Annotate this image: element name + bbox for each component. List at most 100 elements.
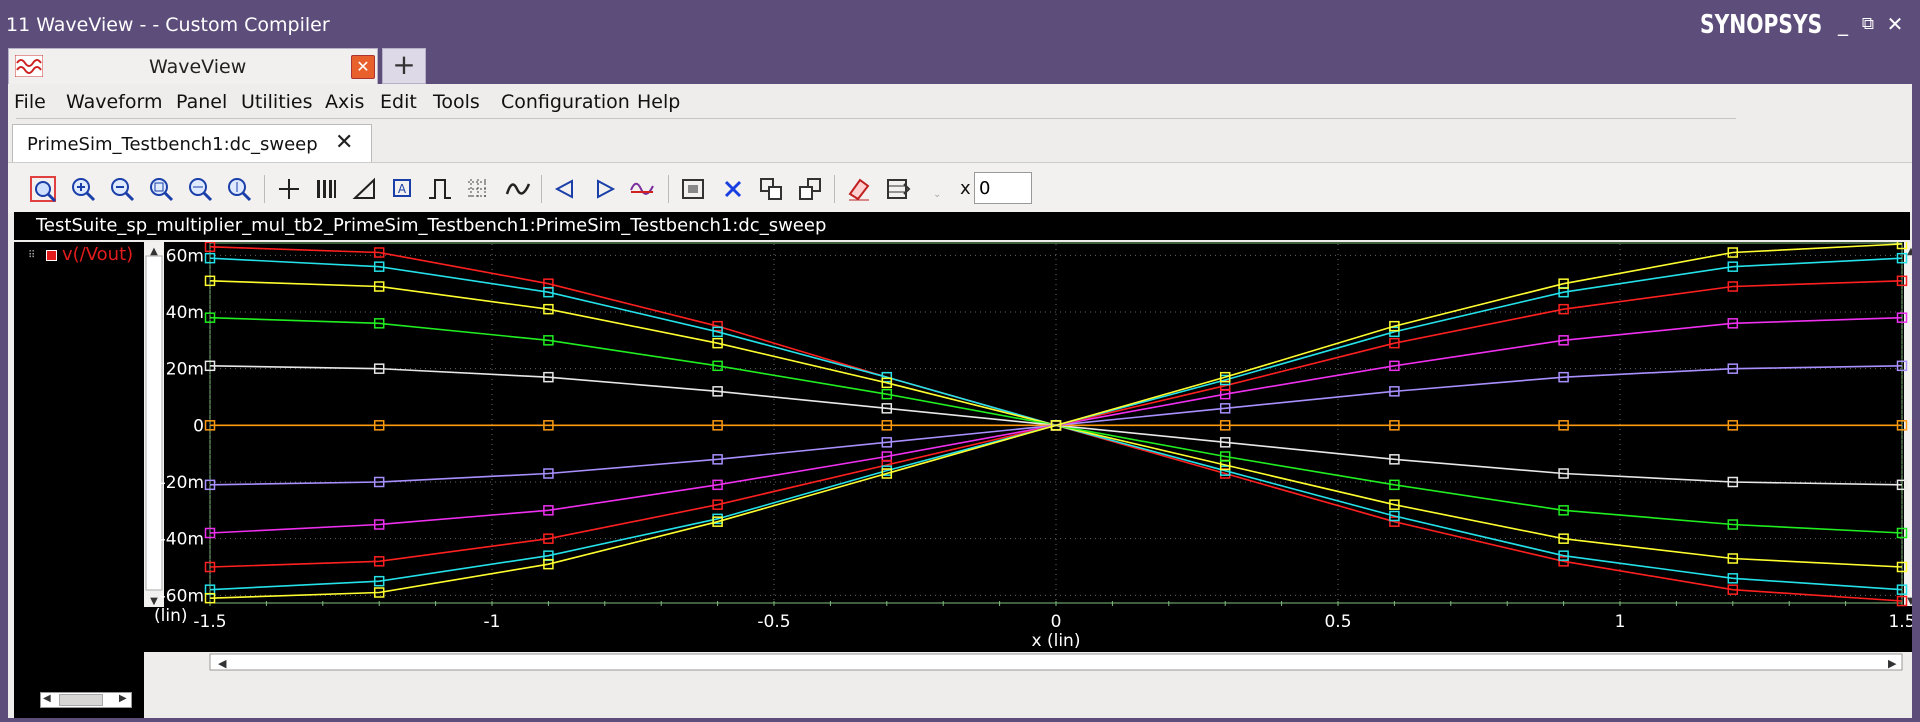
grid-icon[interactable]	[465, 176, 491, 202]
data-point	[1727, 318, 1739, 329]
data-point	[1219, 420, 1231, 431]
data-point	[712, 337, 723, 349]
app-tab-waveview[interactable]: WaveView ✕	[8, 48, 378, 84]
signal-name[interactable]: v(/Vout)	[62, 244, 134, 265]
drag-handle-icon[interactable]: ⠿	[28, 250, 36, 261]
main-window: File Waveform Panel Utilities Axis Edit …	[8, 84, 1918, 718]
crosshair-icon[interactable]	[276, 176, 302, 202]
menu-tools[interactable]: Tools	[433, 91, 480, 113]
scroll-right-icon[interactable]: ▶	[119, 693, 127, 704]
panel-config-icon[interactable]	[885, 176, 911, 202]
y-tick-label: -20m	[160, 473, 204, 493]
new-tab-button[interactable]: +	[382, 48, 426, 84]
synopsys-logo: SYNOPSYS	[1700, 10, 1823, 40]
scroll-down-icon: ▼	[1907, 596, 1912, 607]
data-point	[543, 505, 554, 516]
data-point	[1219, 403, 1231, 414]
data-point	[1896, 360, 1908, 372]
data-point	[1389, 510, 1400, 522]
y-tick-label: -60m	[160, 586, 204, 606]
menu-configuration[interactable]: Configuration	[501, 91, 630, 113]
menu-panel[interactable]: Panel	[176, 91, 228, 113]
data-point	[373, 420, 385, 431]
data-point	[881, 371, 893, 383]
pulse-icon[interactable]	[427, 176, 453, 202]
data-point	[1727, 553, 1739, 564]
x-value-input[interactable]	[974, 172, 1032, 204]
data-point	[1896, 275, 1908, 287]
plot-background	[144, 242, 1912, 718]
y-tick-label: 20m	[166, 360, 204, 380]
paste-icon[interactable]	[797, 176, 823, 202]
minimize-button[interactable]: _	[1838, 12, 1848, 36]
stack-icon[interactable]	[313, 176, 339, 202]
fit-panel-icon[interactable]	[680, 176, 706, 202]
data-point	[712, 454, 723, 465]
close-window-button[interactable]: ✕	[1886, 12, 1904, 36]
scroll-right-icon: ▶	[1888, 657, 1897, 670]
marker-icon[interactable]: A	[390, 176, 416, 202]
measure-icon[interactable]	[352, 176, 378, 202]
data-point	[373, 575, 385, 587]
x-tick-label: -1	[484, 612, 501, 632]
data-point	[1727, 476, 1739, 488]
x-tick-label: -0.5	[757, 612, 790, 632]
data-point	[543, 303, 554, 315]
scroll-up-icon: ▲	[1907, 246, 1912, 257]
data-point	[204, 360, 216, 372]
y-tick-label: 40m	[166, 303, 204, 323]
zoom-fit-icon[interactable]	[30, 176, 57, 203]
waveform-icon[interactable]	[505, 176, 531, 202]
data-point	[1896, 252, 1908, 264]
restore-button[interactable]: ⧉	[1861, 14, 1875, 34]
menu-help[interactable]: Help	[637, 91, 681, 113]
data-point	[1219, 437, 1231, 448]
menu-axis[interactable]: Axis	[325, 91, 365, 113]
signal-list-scrollbar[interactable]: ◀ ▶	[40, 692, 132, 708]
data-point	[1896, 420, 1908, 431]
menu-edit[interactable]: Edit	[380, 91, 417, 113]
menu-utilities[interactable]: Utilities	[241, 91, 313, 113]
data-point	[1896, 584, 1908, 595]
data-point	[1050, 420, 1062, 431]
data-point	[204, 241, 216, 253]
data-point	[712, 420, 723, 431]
data-point	[373, 363, 385, 374]
close-tab-button[interactable]: ✕	[351, 55, 375, 79]
eraser-icon[interactable]	[846, 176, 872, 202]
delete-icon[interactable]	[720, 176, 746, 202]
zoom-out-icon[interactable]	[109, 176, 135, 202]
data-point	[1558, 303, 1569, 315]
scroll-up-icon: ▲	[150, 246, 158, 257]
toolbar-overflow-icon[interactable]: ⌄	[933, 189, 942, 200]
scroll-left-icon[interactable]: ◀	[43, 693, 51, 704]
zoom-in-icon[interactable]	[70, 176, 96, 202]
data-point	[1558, 371, 1569, 383]
edge-icon[interactable]	[629, 176, 655, 202]
panel-path: TestSuite_sp_multiplier_mul_tb2_PrimeSim…	[36, 215, 827, 236]
prev-icon[interactable]	[552, 176, 578, 202]
close-doc-tab-button[interactable]: ✕	[335, 130, 354, 155]
x-tick-label: 0	[1051, 612, 1062, 632]
data-point	[1896, 561, 1908, 573]
menu-file[interactable]: File	[14, 91, 46, 113]
data-point	[1727, 247, 1739, 258]
zoom-x-icon[interactable]	[187, 176, 213, 202]
next-icon[interactable]	[592, 176, 618, 202]
data-point	[1389, 326, 1400, 338]
copy-icon[interactable]	[758, 176, 784, 202]
menubar: File Waveform Panel Utilities Axis Edit …	[8, 84, 1912, 120]
scrollbar-thumb[interactable]	[59, 694, 103, 706]
data-point	[204, 275, 216, 287]
doc-tab-label: PrimeSim_Testbench1:dc_sweep	[27, 134, 318, 155]
data-point	[1727, 420, 1739, 431]
tab-dc-sweep[interactable]: PrimeSim_Testbench1:dc_sweep ✕	[12, 124, 372, 162]
data-point	[1727, 261, 1739, 272]
zoom-y-icon[interactable]	[226, 176, 252, 202]
data-point	[1896, 527, 1908, 539]
menu-waveform[interactable]: Waveform	[66, 91, 163, 113]
zoom-area-icon[interactable]	[148, 176, 174, 202]
data-point	[373, 476, 385, 488]
data-point	[1896, 312, 1908, 323]
